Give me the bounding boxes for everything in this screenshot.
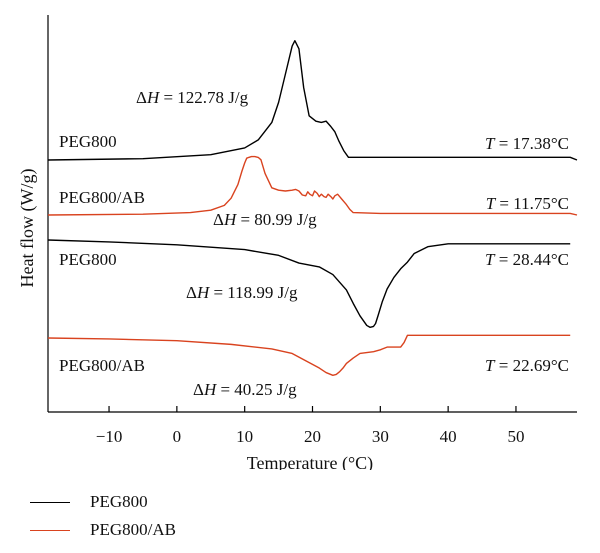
legend: PEG800 PEG800/AB <box>30 488 176 544</box>
legend-swatch <box>30 501 70 503</box>
y-axis-label: Heat flow (W/g) <box>17 169 38 288</box>
series-curve-3 <box>47 239 571 329</box>
peak-temperature-label: T = 11.75°C <box>486 194 569 213</box>
enthalpy-label: ΔH = 118.99 J/g <box>186 283 298 302</box>
series-curve-2 <box>47 155 578 216</box>
legend-swatch <box>30 529 70 531</box>
x-tick-label: 0 <box>173 427 182 446</box>
curve-name-label: PEG800/AB <box>59 356 145 375</box>
legend-item-peg800-ab: PEG800/AB <box>30 516 176 544</box>
x-tick-label: 20 <box>304 427 321 446</box>
curve-name-label: PEG800/AB <box>59 188 145 207</box>
enthalpy-label: ΔH = 40.25 J/g <box>193 380 297 399</box>
enthalpy-label: ΔH = 122.78 J/g <box>136 88 249 107</box>
curve-labels: PEG800 ΔH = 122.78 J/g T = 17.38°C PEG800/A… <box>59 88 569 399</box>
peak-temperature-label: T = 28.44°C <box>485 250 569 269</box>
x-tick-label: 50 <box>507 427 524 446</box>
x-ticks: −10 0 10 20 30 40 50 <box>96 406 524 446</box>
series-curve-1 <box>47 40 578 161</box>
curve-name-label: PEG800 <box>59 250 117 269</box>
enthalpy-label: ΔH = 80.99 J/g <box>213 210 317 229</box>
curves <box>47 40 578 377</box>
x-tick-label: 40 <box>440 427 457 446</box>
x-tick-label: 30 <box>372 427 389 446</box>
series-curve-4 <box>47 334 571 377</box>
peak-temperature-label: T = 22.69°C <box>485 356 569 375</box>
legend-label: PEG800 <box>90 492 148 511</box>
x-tick-label: −10 <box>96 427 123 446</box>
legend-item-peg800: PEG800 <box>30 488 176 516</box>
dsc-chart: −10 0 10 20 30 40 50 PEG800 ΔH = 122.78 J/g T = … <box>17 15 578 470</box>
curve-name-label: PEG800 <box>59 132 117 151</box>
peak-temperature-label: T = 17.38°C <box>485 134 569 153</box>
x-axis-label: Temperature (°C) <box>247 453 373 470</box>
x-tick-label: 10 <box>236 427 253 446</box>
legend-label: PEG800/AB <box>90 520 176 539</box>
